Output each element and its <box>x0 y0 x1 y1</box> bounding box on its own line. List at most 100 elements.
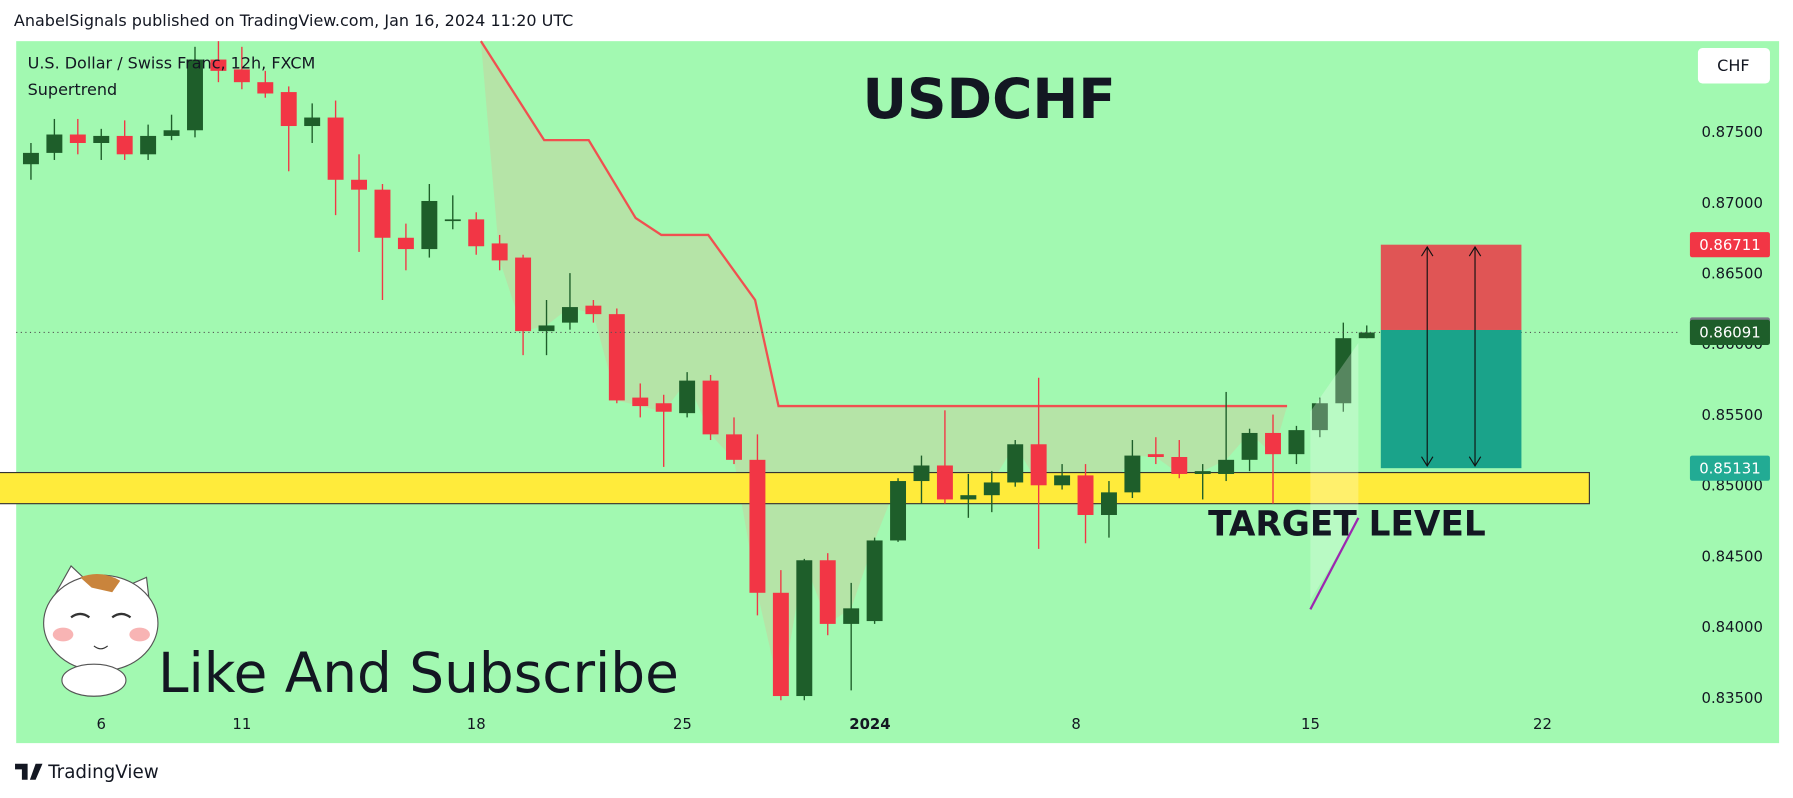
candle-body <box>421 200 438 250</box>
profit-zone <box>1380 329 1522 469</box>
y-tick-label: 0.86500 <box>1702 265 1763 283</box>
candle-body <box>1007 444 1024 483</box>
y-tick-label: 0.84500 <box>1702 547 1763 565</box>
candle-body <box>468 219 485 247</box>
publish-header: AnabelSignals published on TradingView.c… <box>14 11 573 30</box>
candle-body <box>140 135 157 155</box>
candle-body <box>538 325 555 332</box>
supertrend-fill <box>480 41 1288 697</box>
zone-label: TARGET LEVEL <box>1208 504 1486 544</box>
candle-body <box>116 135 133 155</box>
candle-body <box>819 560 836 624</box>
x-tick-label: 6 <box>97 715 106 733</box>
y-tick-label: 0.87500 <box>1702 123 1763 141</box>
candle-body <box>890 481 907 541</box>
y-tick-label: 0.85500 <box>1702 406 1763 424</box>
annotation: Like And Subscribe <box>158 641 679 705</box>
candle-body <box>585 305 602 315</box>
y-tick-label: 0.83500 <box>1702 689 1763 707</box>
candle-body <box>351 179 368 190</box>
candle-body <box>515 257 532 332</box>
candle-body <box>280 92 297 127</box>
candle-body <box>1194 471 1211 474</box>
drawing-shade <box>1310 342 1359 601</box>
candle-body <box>444 219 461 222</box>
trend-line <box>1309 517 1360 610</box>
candle-body <box>1147 454 1164 457</box>
candle-body <box>163 130 180 136</box>
candle-body <box>702 380 719 435</box>
candle-body <box>632 397 649 407</box>
candle-body <box>679 380 696 414</box>
x-tick-label: 15 <box>1301 715 1320 733</box>
candle-body <box>960 495 977 500</box>
candle-body <box>1218 459 1235 474</box>
candle-body <box>257 82 274 94</box>
x-tick-label: 8 <box>1071 715 1080 733</box>
candle-body <box>749 459 766 593</box>
candle-body <box>913 465 930 482</box>
price-label-bg <box>1689 455 1770 481</box>
x-tick-label: 18 <box>467 715 486 733</box>
x-tick-label: 11 <box>232 715 251 733</box>
candle-body <box>1358 332 1375 339</box>
chart-layer: 0.83500 0.84000 0.84500 0.85000 0.85500 0.860… <box>0 40 1763 733</box>
candle-body <box>1241 432 1258 460</box>
candle-body <box>1124 455 1141 493</box>
candle-body <box>983 482 1000 496</box>
indicator-name: Supertrend <box>28 80 118 99</box>
price-label: 0.86711 <box>1699 236 1760 254</box>
candle-body <box>1171 456 1188 474</box>
candle-body <box>866 540 883 622</box>
candle-body <box>327 117 344 180</box>
candle-body <box>22 152 39 165</box>
candle-body <box>210 59 227 71</box>
candle-body <box>1265 432 1281 455</box>
currency-button[interactable] <box>1697 48 1770 84</box>
supertrend-line <box>479 40 1288 408</box>
y-tick-label: 0.84000 <box>1702 618 1763 636</box>
tv-logo <box>15 763 43 780</box>
mascot <box>43 564 159 697</box>
candle-body <box>772 592 789 697</box>
candle-body <box>69 134 86 143</box>
price-label-bg <box>1689 232 1770 258</box>
symbol-info: U.S. Dollar / Swiss Franc, 12h, FXCM <box>28 54 316 73</box>
target-zone <box>0 471 1590 505</box>
price-label: 0.86091 <box>1699 324 1760 342</box>
arrow-head <box>1421 245 1434 467</box>
candle-body <box>1077 475 1094 515</box>
stop-zone <box>1380 244 1522 330</box>
x-tick-label: 22 <box>1533 715 1552 733</box>
candle-body <box>46 134 63 153</box>
candle-body <box>1030 444 1047 486</box>
candle-body <box>843 608 860 624</box>
candle-body <box>796 560 813 697</box>
x-tick-label: 2024 <box>849 715 890 733</box>
candle-body <box>655 403 672 412</box>
candle-body <box>187 59 203 131</box>
candle-body <box>561 307 578 323</box>
candle-body <box>1100 492 1117 515</box>
candle-body <box>233 69 250 83</box>
y-tick-label: 0.85000 <box>1702 477 1763 495</box>
candle-body <box>304 117 321 127</box>
candle-body <box>1054 475 1071 486</box>
arrow-head <box>1468 245 1482 467</box>
candle-body <box>93 135 110 143</box>
price-label-bg <box>1689 319 1770 345</box>
candle-body <box>608 314 625 401</box>
candle-body <box>726 434 742 460</box>
x-tick-label: 25 <box>673 715 692 733</box>
price-label: 0.85131 <box>1699 459 1760 477</box>
candle-body <box>397 237 414 250</box>
currency-label[interactable]: CHF <box>1717 56 1749 75</box>
supertrend-area <box>480 41 1288 697</box>
candle-body <box>491 243 508 261</box>
chart-title: USDCHF <box>862 67 1115 131</box>
candle-body <box>936 465 953 500</box>
candle-body <box>1335 338 1352 404</box>
footer-brand: TradingView <box>47 762 159 783</box>
